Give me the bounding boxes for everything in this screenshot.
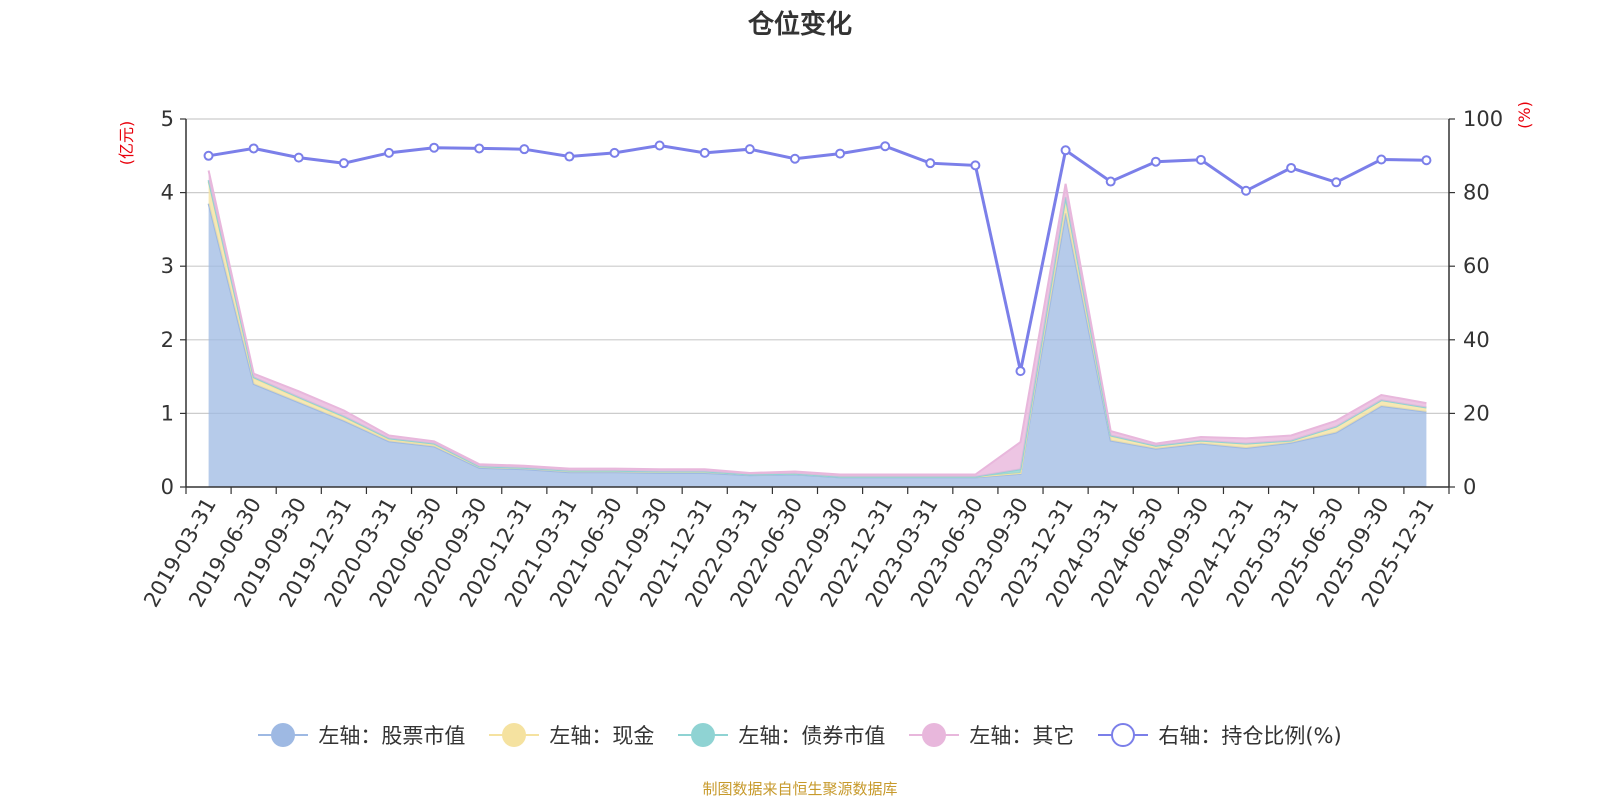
- legend-item-cash[interactable]: 左轴：现金: [489, 720, 654, 750]
- left-axis-unit: (亿元): [117, 121, 136, 166]
- left-axis-tick-label: 4: [161, 181, 174, 205]
- ratio-point: [1015, 366, 1026, 377]
- right-axis-tick-label: 0: [1463, 475, 1476, 499]
- ratio-point: [293, 152, 304, 163]
- left-axis-tick-label: 1: [161, 401, 174, 425]
- ratio-point: [1241, 185, 1252, 196]
- ratio-point: [789, 153, 800, 164]
- legend-item-stock[interactable]: 左轴：股票市值: [258, 720, 465, 750]
- right-axis-unit: (%): [1515, 101, 1534, 129]
- ratio-point: [1376, 154, 1387, 165]
- right-axis-tick-label: 80: [1463, 181, 1490, 205]
- ratio-point: [429, 142, 440, 153]
- right-axis-tick-label: 100: [1463, 107, 1503, 131]
- legend-marker-dot: [922, 723, 947, 747]
- ratio-point: [835, 148, 846, 159]
- legend-label: 左轴：债券市值: [738, 724, 886, 748]
- other-line: [207, 170, 1427, 476]
- other-area: [208, 170, 1427, 477]
- ratio-point: [338, 158, 349, 169]
- ratio-point: [880, 141, 891, 152]
- legend-item-other[interactable]: 左轴：其它: [909, 720, 1074, 750]
- ratio-point: [519, 144, 530, 155]
- legend-marker-dot: [271, 723, 296, 747]
- cash-area: [208, 181, 1427, 478]
- legend-marker-other: [909, 723, 960, 747]
- ratio-point: [654, 140, 665, 151]
- legend-marker-dot: [502, 723, 527, 747]
- legend-marker-stock: [258, 723, 309, 747]
- right-axis-tick-label: 20: [1463, 401, 1490, 425]
- ratio-point: [699, 147, 710, 158]
- ratio-point: [1421, 155, 1432, 166]
- ratio-point: [474, 143, 485, 154]
- legend-item-bond[interactable]: 左轴：债券市值: [678, 720, 885, 750]
- legend-marker-dot: [1111, 723, 1136, 747]
- right-axis-tick-label: 40: [1463, 328, 1490, 352]
- ratio-point: [1060, 145, 1071, 156]
- ratio-point: [248, 143, 259, 154]
- ratio-point: [1150, 156, 1161, 167]
- bond-line: [207, 179, 1427, 478]
- left-axis-tick-label: 5: [161, 107, 174, 131]
- left-axis-tick-label: 0: [161, 475, 174, 499]
- ratio-point: [1105, 176, 1116, 187]
- data-source-note: 制图数据来自恒生聚源数据库: [702, 780, 898, 798]
- stock-area: [208, 203, 1427, 487]
- legend-marker-bond: [678, 723, 729, 747]
- ratio-point: [203, 150, 214, 161]
- ratio-point: [925, 158, 936, 169]
- legend-label: 左轴：现金: [549, 724, 655, 748]
- ratio-point: [383, 147, 394, 158]
- legend-label: 左轴：其它: [969, 724, 1075, 748]
- legend-marker-cash: [489, 723, 540, 747]
- legend-marker-ratio: [1098, 723, 1149, 747]
- bond-area: [208, 180, 1427, 477]
- ratio-line: [208, 143, 1427, 372]
- chart-legend: 左轴：股票市值 左轴：现金 左轴：债券市值 左轴：其它 右轴：持仓比例(%): [0, 720, 1600, 750]
- ratio-point: [564, 151, 575, 162]
- ratio-point: [1286, 162, 1297, 173]
- ratio-point: [609, 147, 620, 158]
- ratio-point: [970, 160, 981, 171]
- left-axis-tick-label: 2: [161, 328, 174, 352]
- ratio-point: [1195, 154, 1206, 165]
- ratio-point: [744, 144, 755, 155]
- legend-label: 左轴：股票市值: [318, 724, 466, 748]
- legend-item-ratio[interactable]: 右轴：持仓比例(%): [1098, 720, 1342, 750]
- right-axis-tick-label: 60: [1463, 254, 1490, 278]
- ratio-point: [1331, 177, 1342, 188]
- legend-marker-dot: [691, 723, 716, 747]
- legend-label: 右轴：持仓比例(%): [1158, 724, 1342, 748]
- chart-title: 仓位变化: [747, 10, 852, 40]
- cash-line: [207, 181, 1427, 478]
- left-axis-tick-label: 3: [161, 254, 174, 278]
